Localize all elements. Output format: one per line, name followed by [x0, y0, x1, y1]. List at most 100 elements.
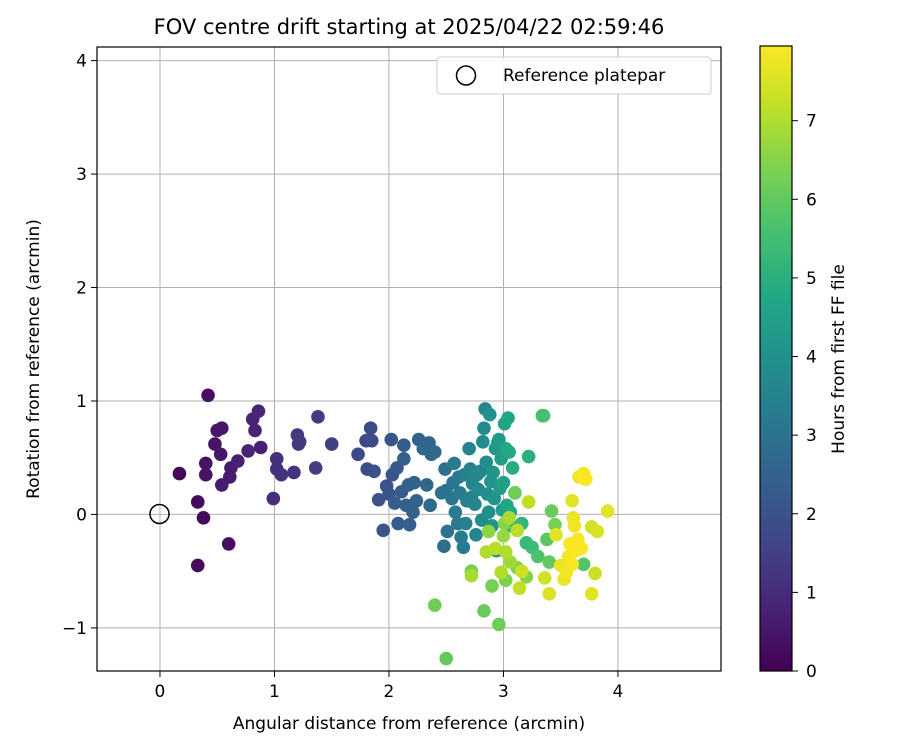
y-tick-label: 4 — [76, 52, 87, 72]
data-point — [423, 498, 437, 513]
data-point — [488, 541, 503, 556]
data-point — [367, 464, 381, 479]
colorbar-tick-label: 5 — [806, 269, 817, 289]
data-point — [567, 518, 582, 533]
data-point — [496, 475, 511, 490]
data-point — [458, 516, 473, 531]
data-point — [492, 617, 506, 632]
data-point — [542, 555, 557, 569]
x-tick-label: 0 — [155, 682, 166, 702]
data-point — [448, 505, 463, 519]
legend: Reference platepar — [436, 56, 712, 95]
data-point — [311, 410, 325, 424]
data-point — [584, 587, 599, 601]
data-point — [387, 496, 402, 510]
data-point — [498, 545, 513, 559]
data-point — [456, 540, 471, 555]
colorbar-tick-label: 4 — [806, 348, 817, 368]
legend-marker-icon — [455, 65, 477, 86]
data-point — [576, 557, 591, 572]
data-point — [476, 435, 490, 449]
data-point — [402, 517, 417, 532]
data-point — [521, 449, 536, 464]
data-point — [384, 432, 399, 447]
plot-frame — [96, 46, 722, 672]
data-point — [409, 494, 424, 508]
data-point — [215, 421, 229, 436]
data-point — [512, 581, 527, 595]
colorbar-tick-label: 0 — [806, 662, 817, 682]
data-point — [221, 537, 236, 551]
data-point — [485, 579, 499, 593]
data-point — [544, 504, 559, 518]
data-point — [496, 529, 511, 543]
colorbar-tick-label: 2 — [806, 505, 817, 525]
y-tick-label: 2 — [76, 279, 87, 299]
data-point — [481, 505, 496, 519]
data-point — [514, 564, 529, 578]
data-point — [548, 517, 562, 532]
y-tick-label: 0 — [76, 505, 87, 525]
data-point — [248, 423, 262, 438]
data-point — [213, 447, 228, 462]
data-point — [364, 433, 379, 448]
data-point — [494, 565, 508, 580]
data-point — [440, 524, 455, 539]
data-point — [462, 441, 476, 456]
legend-box — [436, 56, 712, 95]
legend-label: Reference platepar — [503, 66, 665, 86]
data-point — [521, 495, 536, 509]
data-point — [269, 452, 284, 466]
data-point — [579, 472, 593, 487]
data-point — [376, 523, 391, 538]
data-point — [391, 516, 405, 531]
data-point — [549, 528, 563, 542]
data-point — [308, 461, 323, 475]
data-point — [537, 571, 552, 585]
data-point — [447, 456, 462, 471]
data-point — [503, 555, 518, 569]
data-point — [477, 604, 491, 618]
colorbar: 0 1 2 3 4 5 6 7 Hours from first FF file — [759, 45, 849, 682]
data-point — [505, 461, 520, 475]
data-point — [588, 566, 602, 581]
data-point — [468, 497, 482, 512]
data-point — [363, 421, 378, 436]
data-point — [371, 492, 386, 507]
data-point — [565, 494, 579, 508]
data-point — [600, 504, 615, 518]
data-point — [437, 539, 451, 553]
chart-title: FOV centre drift starting at 2025/04/22 … — [154, 15, 665, 39]
data-point — [231, 454, 245, 468]
data-point — [292, 435, 307, 449]
data-point — [536, 408, 551, 423]
data-point — [266, 491, 281, 506]
data-point — [479, 455, 494, 470]
data-point — [287, 465, 301, 480]
data-point — [477, 421, 491, 436]
y-axis-label: Rotation from reference (arcmin) — [24, 219, 44, 499]
data-point — [502, 445, 516, 459]
data-point — [464, 568, 479, 583]
colorbar-tick-label: 1 — [806, 583, 817, 603]
data-point — [241, 444, 255, 458]
data-point — [419, 478, 434, 492]
reference-platepar-marker — [149, 503, 170, 525]
data-point — [407, 475, 421, 490]
data-point — [510, 523, 524, 538]
data-point — [501, 411, 515, 425]
data-point — [439, 651, 454, 666]
data-point — [542, 587, 557, 601]
data-point — [406, 505, 420, 519]
colorbar-tick-label: 3 — [806, 426, 817, 446]
data-point — [574, 541, 589, 556]
data-point — [481, 524, 496, 539]
data-point — [201, 388, 215, 403]
data-point — [190, 558, 205, 573]
data-point — [253, 440, 268, 455]
data-point — [397, 452, 411, 466]
data-point — [454, 530, 468, 544]
data-point — [531, 549, 545, 564]
data-point — [172, 466, 187, 481]
